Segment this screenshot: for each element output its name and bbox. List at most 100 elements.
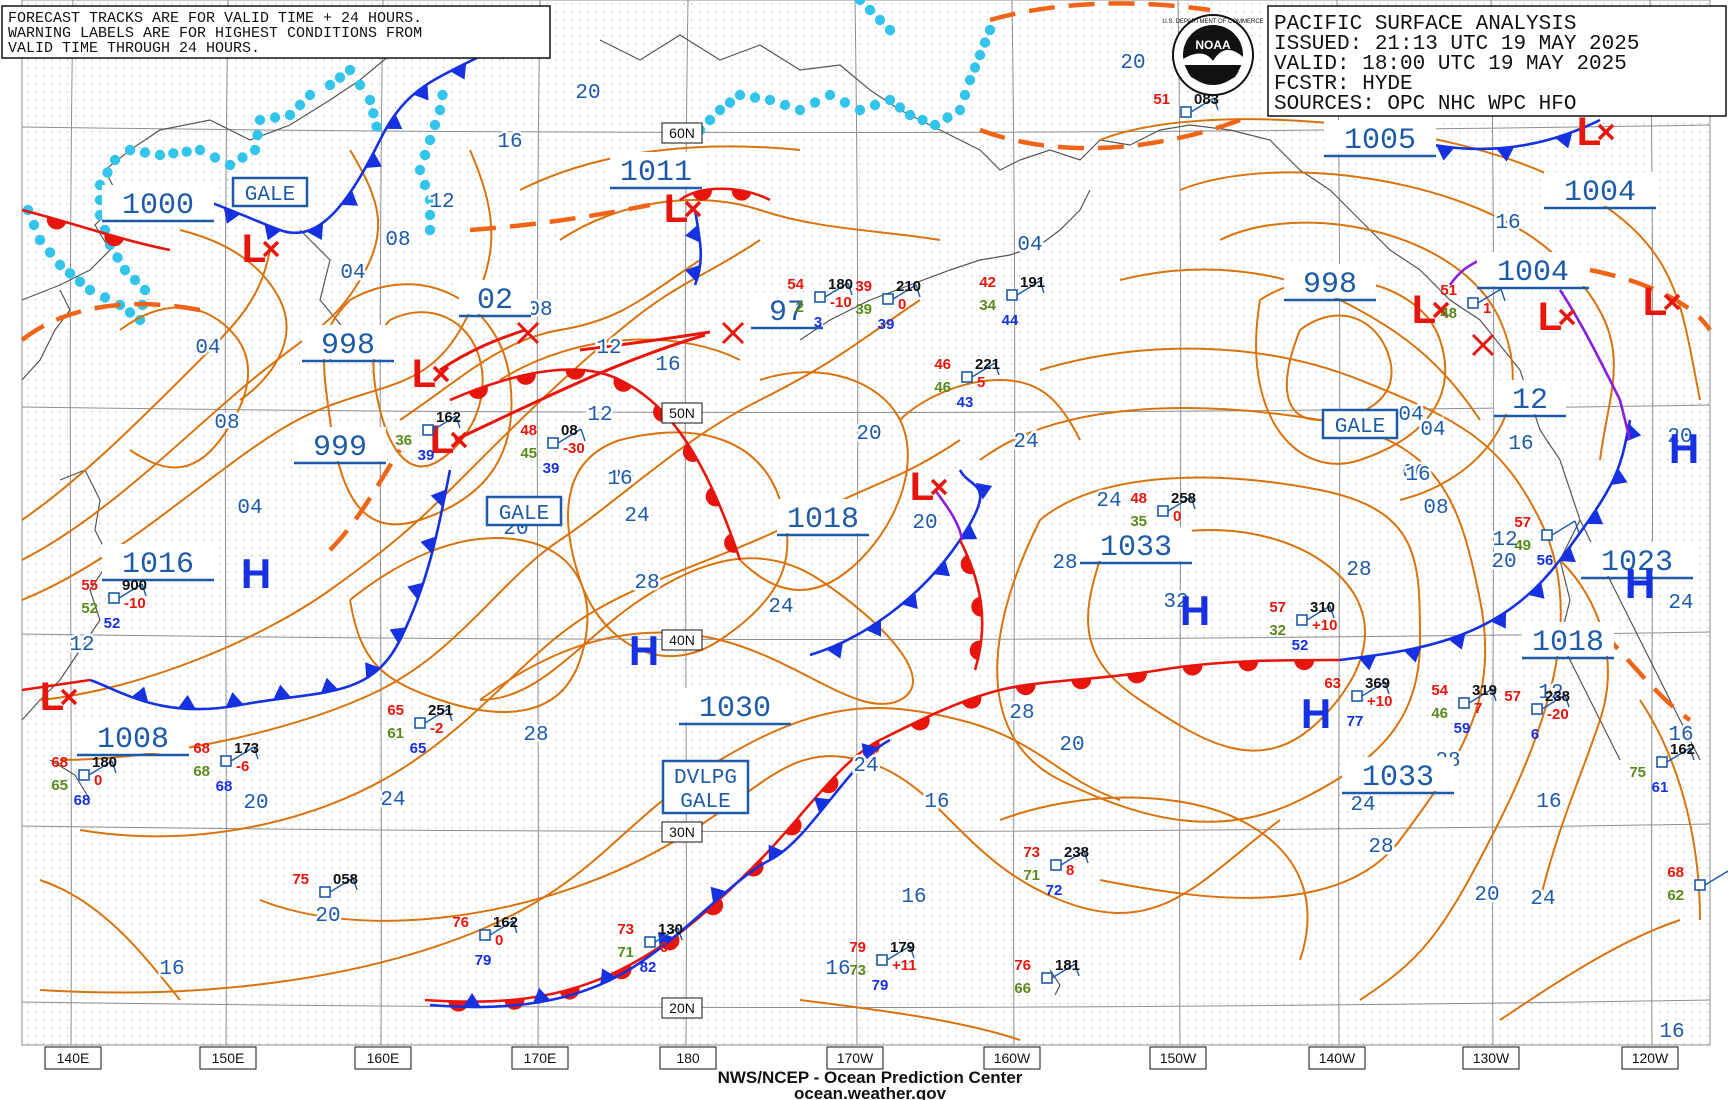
station-temperature: 46 [934,356,951,373]
station-marker [479,929,491,941]
lon-label: 170W [826,1046,884,1070]
high-pressure-center: H [1301,690,1331,737]
cold-front-pip [420,536,437,554]
station-pressure: 319 [1472,682,1497,699]
warm-front [21,208,171,252]
pressure-value-label: 1004 [1544,172,1656,210]
ice-dot [119,264,131,276]
station-temperature: 57 [1504,688,1521,705]
warm-front-pip [731,188,752,201]
cold-front-pip [861,743,878,760]
cold-front-pip [901,592,918,610]
forecast-position-x [721,321,745,345]
station-dewpoint: 68 [193,763,210,780]
station-plot: 54 319 46 597 [1431,682,1497,737]
meridian-line [1336,0,1341,1046]
low-pressure-center: L [664,187,702,231]
station-visibility: 72 [1046,882,1063,899]
isobar [259,755,1281,922]
station-dewpoint: 49 [1514,537,1531,554]
cold-front-pip [1403,646,1422,663]
ice-dot [749,92,761,103]
station-pressure: 130 [658,921,683,938]
pressure-value-label: 1016 [102,544,214,582]
station-tendency: -20 [1547,706,1569,723]
pressure-value-label: 1004 [1477,252,1589,290]
station-tendency: 0 [1173,508,1181,525]
station-pressure: 238 [1064,844,1089,861]
ice-dot [434,104,446,116]
ice-dot [704,114,716,126]
isobar [559,199,941,241]
lon-label: 130W [1462,1046,1520,1070]
low-pressure-center: L [40,675,78,719]
low-symbol: L [1538,295,1562,339]
wind-barb [230,746,255,762]
ice-dot [237,152,248,163]
isobar-label: 12 [69,634,94,657]
latitude-labels: 60N 50N 40N 30N 20N [661,122,703,1019]
cold-front-pip [1555,132,1573,149]
low-center-x [1558,308,1576,326]
station-plot: 73 130 71 820 [617,921,683,976]
station-visibility: 52 [104,615,121,632]
cold-front-pip [960,524,978,540]
pressure-value-label: 1011 [610,152,702,190]
station-visibility: 39 [418,447,435,464]
lon-label: 150W [1149,1046,1207,1070]
isobar [499,338,741,381]
wind-barb [1060,850,1085,866]
warm-front-pip [516,372,536,385]
isobar [39,239,761,701]
ice-dot [839,97,851,108]
low-symbol: L [40,675,64,719]
cold-front-pip [223,207,241,224]
isobar-label: 24 [853,755,878,778]
station-marker [1041,972,1053,984]
isobar [999,796,1309,961]
station-dewpoint: 66 [1014,980,1031,997]
station-temperature: 57 [1514,514,1531,531]
station-tendency: 7 [1474,700,1482,717]
coastline [21,9,446,301]
coastline [1049,969,1061,996]
wind-barb [1306,605,1331,621]
cold-front-pip [975,482,993,500]
lat-label-text: 20N [669,1000,695,1016]
cold-front-pip [462,993,481,1008]
station-visibility: 61 [1652,779,1669,796]
parallel-line [21,631,1711,641]
station-marker [108,592,120,604]
ice-dot [64,268,76,279]
isobar-label: 12 [1492,529,1517,552]
wind-barb [88,760,113,776]
parallel-line [21,823,1711,833]
cold-front-pip [826,642,843,659]
ice-dot [869,99,881,111]
warm-front-pip [960,554,975,575]
ice-dot [424,134,436,146]
warm-front-pip [705,898,724,916]
noaa-logo-ring-text: U.S. DEPARTMENT OF COMMERCE [1162,19,1263,25]
isobar-label: 20 [315,905,340,928]
title-block: PACIFIC SURFACE ANALYSIS ISSUED: 21:13 U… [1267,5,1727,117]
ice-dot [354,79,366,91]
isobar [979,407,1487,899]
trough [1589,267,1712,332]
station-visibility: 68 [216,778,233,795]
isobar [21,149,493,601]
station-temperature: 48 [520,422,537,439]
gale-warning: GALE [231,176,309,208]
low-symbol: L [1412,288,1436,332]
cold-front-pip [225,692,244,708]
warm-front-pip [468,385,488,399]
isobar-label: 00 [1402,462,1427,485]
station-dewpoint: 71 [617,944,634,961]
low-center-x [684,200,702,218]
pressure-value-label: 12 [1494,380,1566,418]
warm-front-pip [1015,683,1036,696]
lon-label-text: 160W [994,1050,1031,1066]
cold-front-pip [341,190,358,206]
